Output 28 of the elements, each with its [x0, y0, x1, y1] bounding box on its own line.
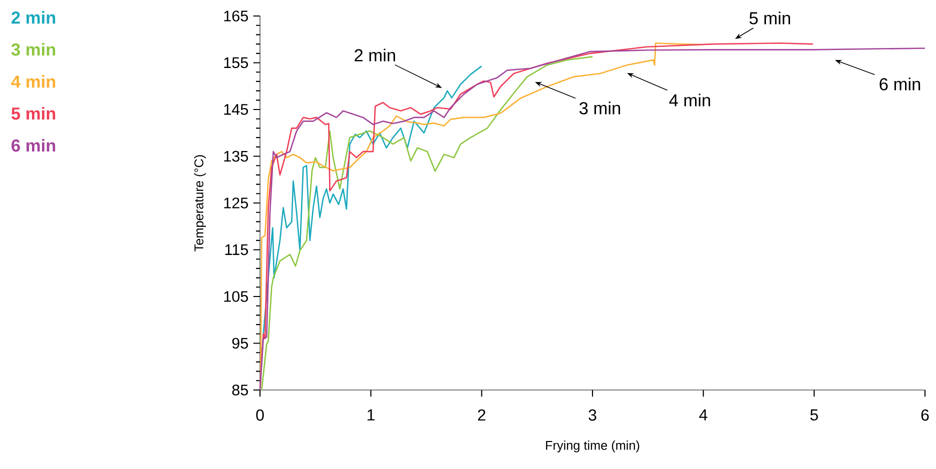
x-tick-label: 1: [368, 409, 374, 420]
x-tick-label: 5: [810, 409, 818, 421]
text: 3 min: [11, 42, 56, 56]
x-tick-label: 6: [921, 409, 929, 421]
x-axis-title: Frying time (min): [546, 440, 640, 452]
y-tick-label: 125: [224, 198, 248, 208]
text: 6 min: [12, 138, 56, 152]
y-tick-label: 85: [232, 384, 248, 396]
x-tick-label: 4: [699, 409, 708, 420]
annotation: 4 min: [669, 94, 710, 106]
y-tick-label: 155: [224, 57, 248, 68]
annotation: 2 min: [354, 48, 396, 62]
text: 2 min: [12, 11, 56, 24]
y-tick-label: 145: [224, 104, 248, 115]
annotation: 5 min: [750, 12, 790, 24]
annotation: 3 min: [579, 102, 620, 114]
text: 4 min: [11, 75, 56, 88]
x-tick-label: 0: [256, 409, 264, 421]
y-tick-label: 165: [224, 10, 248, 22]
x-tick-label: 3: [588, 409, 596, 421]
x-tick-label: 2: [478, 409, 486, 421]
y-tick-label: 115: [225, 244, 248, 256]
y-tick-label: 105: [224, 291, 248, 302]
annotation: 6 min: [880, 78, 920, 90]
y-tick-label: 95: [232, 338, 248, 349]
text: 5 min: [11, 106, 56, 120]
y-axis-title: Temperature (°C): [194, 155, 206, 252]
y-tick-label: 135: [224, 150, 248, 162]
